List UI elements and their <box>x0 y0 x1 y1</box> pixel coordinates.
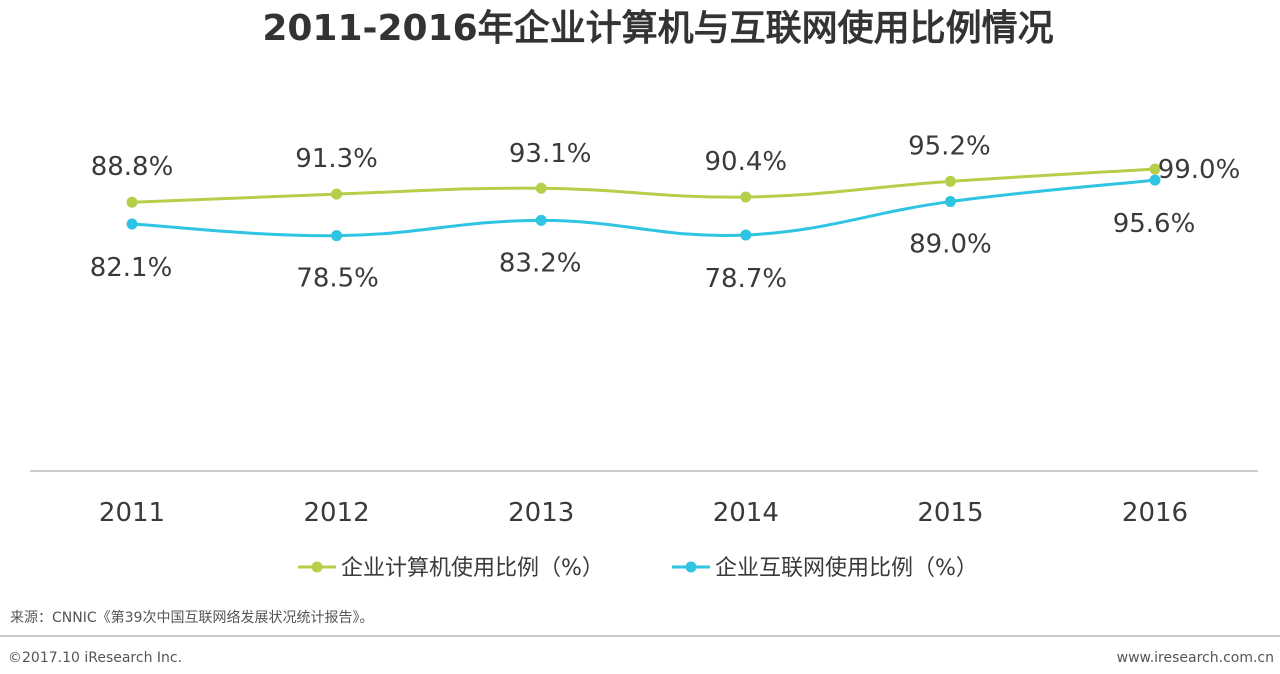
data-label-s0-2012: 91.3% <box>295 144 378 174</box>
website-text: www.iresearch.com.cn <box>1117 650 1274 666</box>
x-tick-2015: 2015 <box>917 498 983 528</box>
copyright-text: ©2017.10 iResearch Inc. <box>8 650 182 666</box>
x-tick-2011: 2011 <box>99 498 165 528</box>
data-label-s1-2016: 95.6% <box>1113 209 1196 239</box>
data-label-s0-2014: 90.4% <box>704 147 787 177</box>
data-label-s1-2012: 78.5% <box>296 264 379 294</box>
data-label-s0-2013: 93.1% <box>509 139 592 169</box>
chart-title: 2011-2016年企业计算机与互联网使用比例情况 <box>262 7 1053 49</box>
source-note: 来源：CNNIC《第39次中国互联网络发展状况统计报告》。 <box>10 609 373 626</box>
legend-label-internet: 企业互联网使用比例（%） <box>715 556 978 581</box>
data-label-s1-2013: 83.2% <box>499 248 582 278</box>
data-label-s1-2014: 78.7% <box>704 264 787 294</box>
series-line-0 <box>131 167 1156 204</box>
legend-label-computer: 企业计算机使用比例（%） <box>341 556 604 581</box>
data-point-s1-2014 <box>740 229 752 241</box>
legend-item-internet: 企业互联网使用比例（%） <box>672 556 978 581</box>
data-label-s0-2016: 99.0% <box>1158 155 1241 185</box>
legend-marker-computer <box>311 561 323 573</box>
data-label-s1-2015: 89.0% <box>909 230 992 260</box>
data-point-s0-2012 <box>331 188 343 200</box>
data-label-s1-2011: 82.1% <box>90 253 173 283</box>
legend: 企业计算机使用比例（%） 企业互联网使用比例（%） <box>298 556 978 581</box>
x-tick-labels: 2011 2012 2013 2014 2015 2016 <box>99 498 1188 528</box>
series-line-1 <box>131 178 1156 238</box>
data-point-s1-2011 <box>126 218 138 230</box>
data-label-s0-2011: 88.8% <box>91 152 174 182</box>
series-layer: 88.8% 91.3% 93.1% 90.4% 95.2% 99.0% 82.1% 78.5%… <box>90 131 1241 294</box>
data-point-s0-2011 <box>126 196 138 208</box>
data-label-s0-2015: 95.2% <box>908 131 991 161</box>
x-tick-2012: 2012 <box>304 498 370 528</box>
x-tick-2014: 2014 <box>713 498 779 528</box>
data-point-s1-2012 <box>331 230 343 242</box>
x-tick-2013: 2013 <box>508 498 574 528</box>
data-point-s1-2013 <box>535 214 547 226</box>
data-point-s0-2016 <box>1149 163 1161 175</box>
legend-marker-internet <box>685 561 697 573</box>
data-point-s0-2013 <box>535 182 547 194</box>
legend-item-computer: 企业计算机使用比例（%） <box>298 556 604 581</box>
x-tick-2016: 2016 <box>1122 498 1188 528</box>
data-point-s0-2015 <box>944 175 956 187</box>
data-point-s1-2015 <box>944 196 956 208</box>
data-point-s0-2014 <box>740 191 752 203</box>
data-point-s1-2016 <box>1149 174 1161 186</box>
